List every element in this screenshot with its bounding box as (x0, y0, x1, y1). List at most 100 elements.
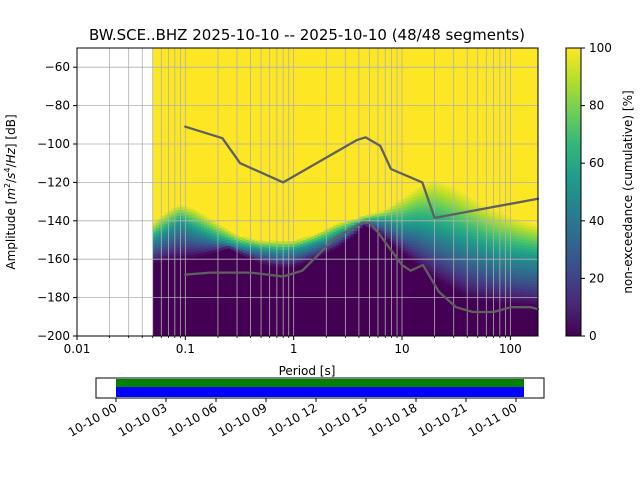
heatmap-cell (515, 264, 520, 269)
heatmap-cell (527, 286, 532, 290)
heatmap-low-block (446, 286, 451, 336)
heatmap-cell (305, 241, 310, 245)
heatmap-cell (527, 260, 532, 264)
heatmap-cell (365, 214, 370, 218)
heatmap-cell (437, 194, 442, 198)
heatmap-cell (485, 243, 490, 247)
heatmap-cell (467, 197, 472, 201)
heatmap-cell (329, 244, 334, 248)
heatmap-cell (293, 239, 298, 241)
heatmap-cell (494, 222, 499, 226)
heatmap-cell (197, 232, 202, 237)
heatmap-cell (518, 224, 523, 229)
heatmap-cell (386, 218, 391, 222)
heatmap-cell (479, 288, 484, 292)
heatmap-cell (404, 224, 409, 228)
heatmap-cell (524, 221, 529, 223)
heatmap-cell (464, 262, 469, 266)
heatmap-cell (428, 243, 433, 247)
heatmap-cell (509, 275, 514, 279)
heatmap-cell (350, 222, 355, 226)
heatmap-column (221, 48, 226, 336)
heatmap-cell (419, 184, 424, 188)
heatmap-cell (476, 262, 481, 266)
heatmap-cell (293, 263, 298, 267)
heatmap-cell (302, 236, 307, 240)
heatmap-cell (530, 243, 535, 247)
heatmap-cell (344, 235, 349, 239)
heatmap-cell (209, 238, 214, 243)
heatmap-cell (512, 244, 517, 248)
heatmap-high-block (203, 48, 208, 215)
heatmap-cell (167, 242, 172, 247)
heatmap-cell (509, 229, 514, 233)
heatmap-cell (260, 260, 265, 264)
heatmap-cell (299, 249, 304, 253)
heatmap-cell (344, 232, 349, 236)
heatmap-cell (455, 277, 460, 281)
heatmap-cell (518, 270, 523, 275)
heatmap-cell (191, 242, 196, 247)
heatmap-cell (518, 293, 523, 298)
heatmap-cell (443, 261, 448, 265)
heatmap-cell (425, 217, 430, 222)
heatmap-cell (476, 264, 481, 269)
heatmap-cell (485, 263, 490, 267)
heatmap-cell (215, 225, 220, 230)
heatmap-column (218, 48, 223, 336)
heatmap-cell (374, 222, 379, 226)
heatmap-cell (473, 261, 478, 265)
heatmap-low-block (371, 229, 376, 336)
heatmap-cell (419, 247, 424, 251)
heatmap-cell (467, 280, 472, 284)
heatmap-cell (497, 248, 502, 252)
heatmap-low-block (530, 306, 535, 336)
heatmap-cell (467, 220, 472, 224)
heatmap-cell (170, 227, 175, 232)
heatmap-cell (341, 234, 346, 238)
heatmap-column (347, 48, 352, 336)
heatmap-column (254, 48, 259, 336)
heatmap-cell (518, 273, 523, 278)
heatmap-cell (530, 280, 535, 284)
heatmap-cell (437, 249, 442, 253)
heatmap-cell (299, 243, 304, 247)
heatmap-cell (530, 228, 535, 233)
heatmap-cell (179, 229, 184, 234)
heatmap-cell (521, 294, 526, 298)
heatmap-cell (302, 256, 307, 261)
heatmap-cell (515, 293, 520, 297)
heatmap-cell (452, 275, 457, 279)
heatmap-cell (449, 193, 454, 197)
heatmap-cell (404, 238, 409, 242)
heatmap-cell (506, 286, 511, 291)
heatmap-cell (155, 244, 160, 249)
heatmap-cell (413, 219, 418, 223)
heatmap-cell (500, 286, 505, 290)
heatmap-column (314, 48, 319, 336)
heatmap-cell (320, 231, 325, 235)
heatmap-cell (473, 218, 478, 222)
heatmap-cell (239, 236, 244, 240)
heatmap-cell (365, 214, 370, 216)
heatmap-high-block (323, 48, 328, 229)
heatmap-cell (404, 215, 409, 219)
heatmap-cell (185, 240, 190, 244)
heatmap-cell (464, 248, 469, 252)
heatmap-cell (440, 187, 445, 192)
heatmap-cell (479, 277, 484, 281)
heatmap-cell (506, 275, 511, 279)
heatmap-cell (485, 280, 490, 285)
heatmap-cell (179, 206, 184, 210)
heatmap-cell (494, 294, 499, 298)
heatmap-high-block (479, 48, 484, 203)
heatmap-cell (245, 253, 250, 258)
heatmap-column (200, 48, 205, 336)
heatmap-cell (533, 298, 538, 302)
heatmap-cell (509, 278, 514, 282)
heatmap-high-block (332, 48, 337, 224)
heatmap-cell (317, 238, 322, 243)
heatmap-cell (212, 240, 217, 245)
heatmap-cell (482, 217, 487, 221)
heatmap-cell (509, 301, 514, 305)
